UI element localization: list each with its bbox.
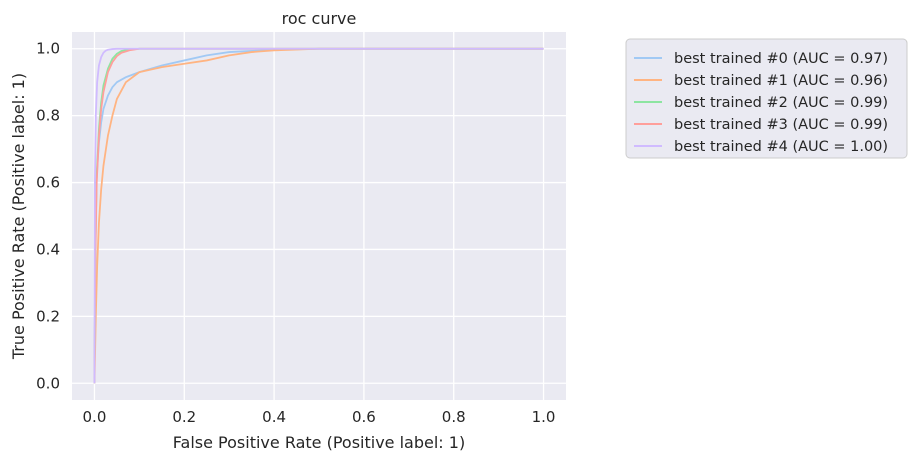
- legend-label-0: best trained #0 (AUC = 0.97): [674, 51, 888, 67]
- legend-label-4: best trained #4 (AUC = 1.00): [674, 139, 888, 155]
- legend-label-1: best trained #1 (AUC = 0.96): [674, 73, 888, 89]
- x-tick-label: 0.2: [172, 408, 196, 426]
- x-tick-labels: 0.0 0.2 0.4 0.6 0.8 1.0: [83, 408, 556, 426]
- y-tick-label: 0.8: [36, 107, 60, 125]
- legend: best trained #0 (AUC = 0.97) best trained…: [625, 38, 908, 159]
- legend-label-3: best trained #3 (AUC = 0.99): [674, 117, 888, 133]
- x-tick-label: 0.6: [352, 408, 376, 426]
- y-tick-label: 0.2: [36, 307, 60, 325]
- y-tick-label: 0.6: [36, 174, 60, 192]
- y-tick-labels: 0.0 0.2 0.4 0.6 0.8 1.0: [36, 40, 60, 393]
- series-line-4: [93, 47, 544, 384]
- x-tick-label: 0.4: [262, 408, 286, 426]
- legend-box: [625, 38, 908, 159]
- x-tick-label: 1.0: [532, 408, 556, 426]
- chart-title: roc curve: [282, 9, 357, 28]
- x-tick-label: 0.8: [442, 408, 466, 426]
- x-tick-label: 0.0: [83, 408, 107, 426]
- series-lines: [93, 47, 544, 384]
- y-tick-label: 1.0: [36, 40, 60, 58]
- y-tick-label: 0.4: [36, 240, 60, 258]
- y-tick-label: 0.0: [36, 374, 60, 392]
- plot-area: [72, 32, 566, 400]
- x-axis-title: False Positive Rate (Positive label: 1): [173, 433, 465, 452]
- legend-label-2: best trained #2 (AUC = 0.99): [674, 95, 888, 111]
- grid: [72, 32, 566, 400]
- y-axis-title: True Positive Rate (Positive label: 1): [9, 73, 28, 360]
- series-line-1: [93, 47, 544, 384]
